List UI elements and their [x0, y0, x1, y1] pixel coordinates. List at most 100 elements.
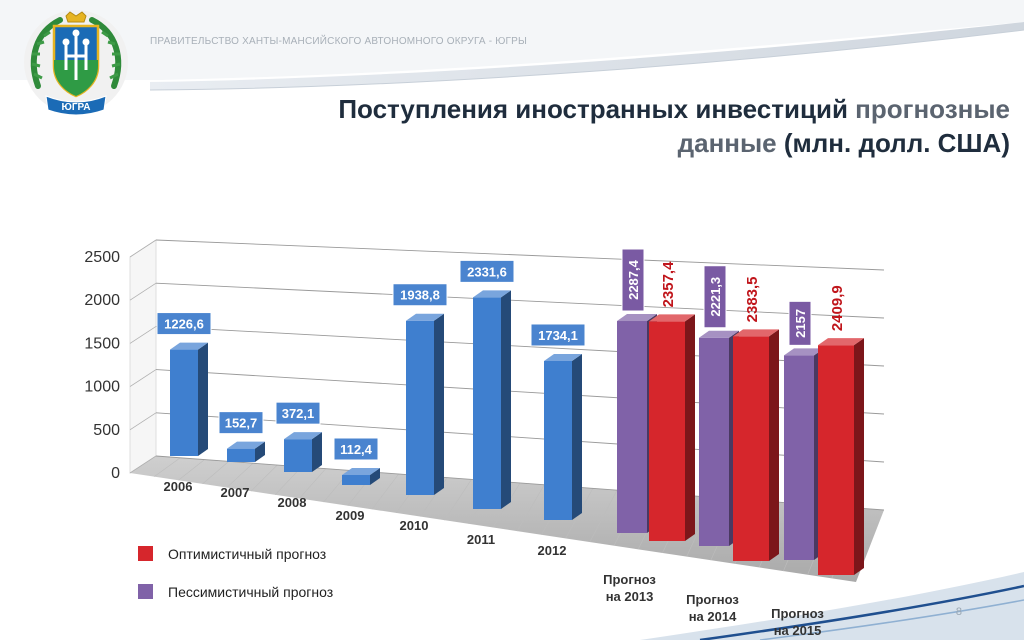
bar-side: [501, 290, 511, 509]
data-label: 1226,6: [164, 317, 204, 332]
data-label-box: [218, 411, 264, 435]
data-label-box: [703, 265, 727, 329]
bar-top: [406, 313, 444, 321]
data-label-group: 2409,9: [829, 285, 846, 331]
bar-side: [572, 353, 582, 520]
bar-side: [312, 432, 322, 472]
data-label: 2409,9: [829, 285, 846, 331]
bar-top: [649, 314, 695, 322]
data-label: 112,4: [340, 442, 373, 457]
bar-top: [227, 441, 265, 449]
gridline-side: [129, 369, 157, 387]
bar-front: [544, 360, 572, 520]
data-label-group: 2157: [788, 300, 812, 346]
data-label-group: 2287,4: [621, 248, 645, 312]
data-label-box: [459, 259, 515, 283]
x-tick-label: Прогноз: [771, 606, 824, 621]
data-label: 2383,5: [744, 276, 761, 322]
page-number: 8: [955, 606, 962, 618]
bar-top: [284, 432, 322, 440]
bar-optimistic-2014: [733, 329, 779, 561]
bar-2010: [406, 313, 444, 495]
y-tick-label: 1500: [84, 335, 120, 352]
bar-side: [198, 342, 208, 456]
gridline-side: [129, 412, 157, 431]
bar-side: [434, 313, 444, 495]
data-label-box: [333, 437, 379, 461]
y-tick-label: 2000: [84, 292, 120, 309]
data-label-group: 2221,3: [703, 265, 727, 329]
emblem-text: ЮГРА: [62, 102, 91, 113]
x-tick-label: 2008: [278, 495, 307, 510]
x-tick-label: на 2013: [606, 589, 654, 604]
data-label: 2157: [793, 309, 808, 338]
title-part-1: Поступления иностранных инвестиций: [338, 94, 856, 124]
gridline-side: [129, 326, 157, 344]
y-tick-label: 0: [111, 465, 120, 482]
x-tick-label: Прогноз: [686, 592, 739, 607]
bar-front: [227, 448, 255, 462]
chart-floor: [130, 456, 884, 582]
title-part-3: данные: [677, 128, 777, 158]
bar-top: [170, 342, 208, 350]
data-label-box: [788, 300, 812, 346]
gridline: [155, 282, 885, 319]
bar-front: [284, 439, 312, 472]
bar-2009: [342, 467, 380, 485]
data-label-group: 2357,4: [660, 261, 677, 308]
bar-optimistic-2013: [649, 314, 695, 541]
legend-label: Оптимистичный прогноз: [168, 546, 326, 562]
emblem-logo: ЮГРА: [24, 10, 128, 116]
bar-front: [473, 297, 501, 509]
title-part-4: (млн. долл. США): [776, 128, 1010, 158]
bar-2006: [170, 342, 208, 456]
bar-front: [342, 474, 370, 485]
data-label: 2357,4: [660, 261, 677, 308]
bar-side: [685, 314, 695, 541]
bar-top: [617, 314, 657, 322]
bar-side: [854, 338, 864, 575]
data-label: 2221,3: [708, 277, 723, 317]
bar-side: [370, 467, 380, 485]
bar-top: [473, 290, 511, 298]
bar-front: [699, 337, 729, 546]
gridline-side: [129, 239, 157, 258]
bar-top: [733, 329, 779, 337]
x-tick-label: 2011: [467, 532, 495, 547]
organization-name: ПРАВИТЕЛЬСТВО ХАНТЫ-МАНСИЙСКОГО АВТОНОМН…: [150, 36, 528, 47]
x-tick-label: 2006: [164, 479, 193, 494]
x-tick-label: 2009: [336, 508, 365, 523]
legend-swatch: [138, 584, 153, 599]
data-label-box: [392, 283, 448, 307]
bar-top: [784, 348, 824, 356]
bar-side: [255, 441, 265, 462]
x-tick-label: Прогноз: [603, 572, 656, 587]
bar-front: [170, 349, 198, 456]
bar-front: [617, 321, 647, 533]
gridline-side: [129, 455, 157, 474]
data-label-box: [156, 312, 212, 336]
bar-top: [818, 338, 864, 346]
bar-front: [818, 345, 854, 575]
bar-2011: [473, 290, 511, 509]
bar-2008: [284, 432, 322, 472]
x-tick-label: на 2014: [689, 609, 737, 624]
bar-front: [784, 355, 814, 560]
data-label: 372,1: [282, 406, 315, 421]
data-label-box: [275, 401, 321, 425]
bar-top: [342, 467, 380, 475]
x-tick-label: на 2015: [774, 623, 822, 638]
page-title: Поступления иностранных инвестиций прогн…: [210, 92, 1010, 160]
data-label: 1938,8: [400, 288, 440, 303]
x-tick-label: 2012: [538, 543, 567, 558]
gridline-side: [129, 282, 157, 301]
x-tick-label: 2010: [400, 518, 429, 533]
chart-left-wall: [129, 239, 157, 474]
data-label-group: 2383,5: [744, 276, 761, 322]
data-label: 1734,1: [538, 328, 578, 343]
data-label-box: [621, 248, 645, 312]
y-tick-label: 1000: [84, 379, 120, 396]
bar-optimistic-2015: [818, 338, 864, 575]
